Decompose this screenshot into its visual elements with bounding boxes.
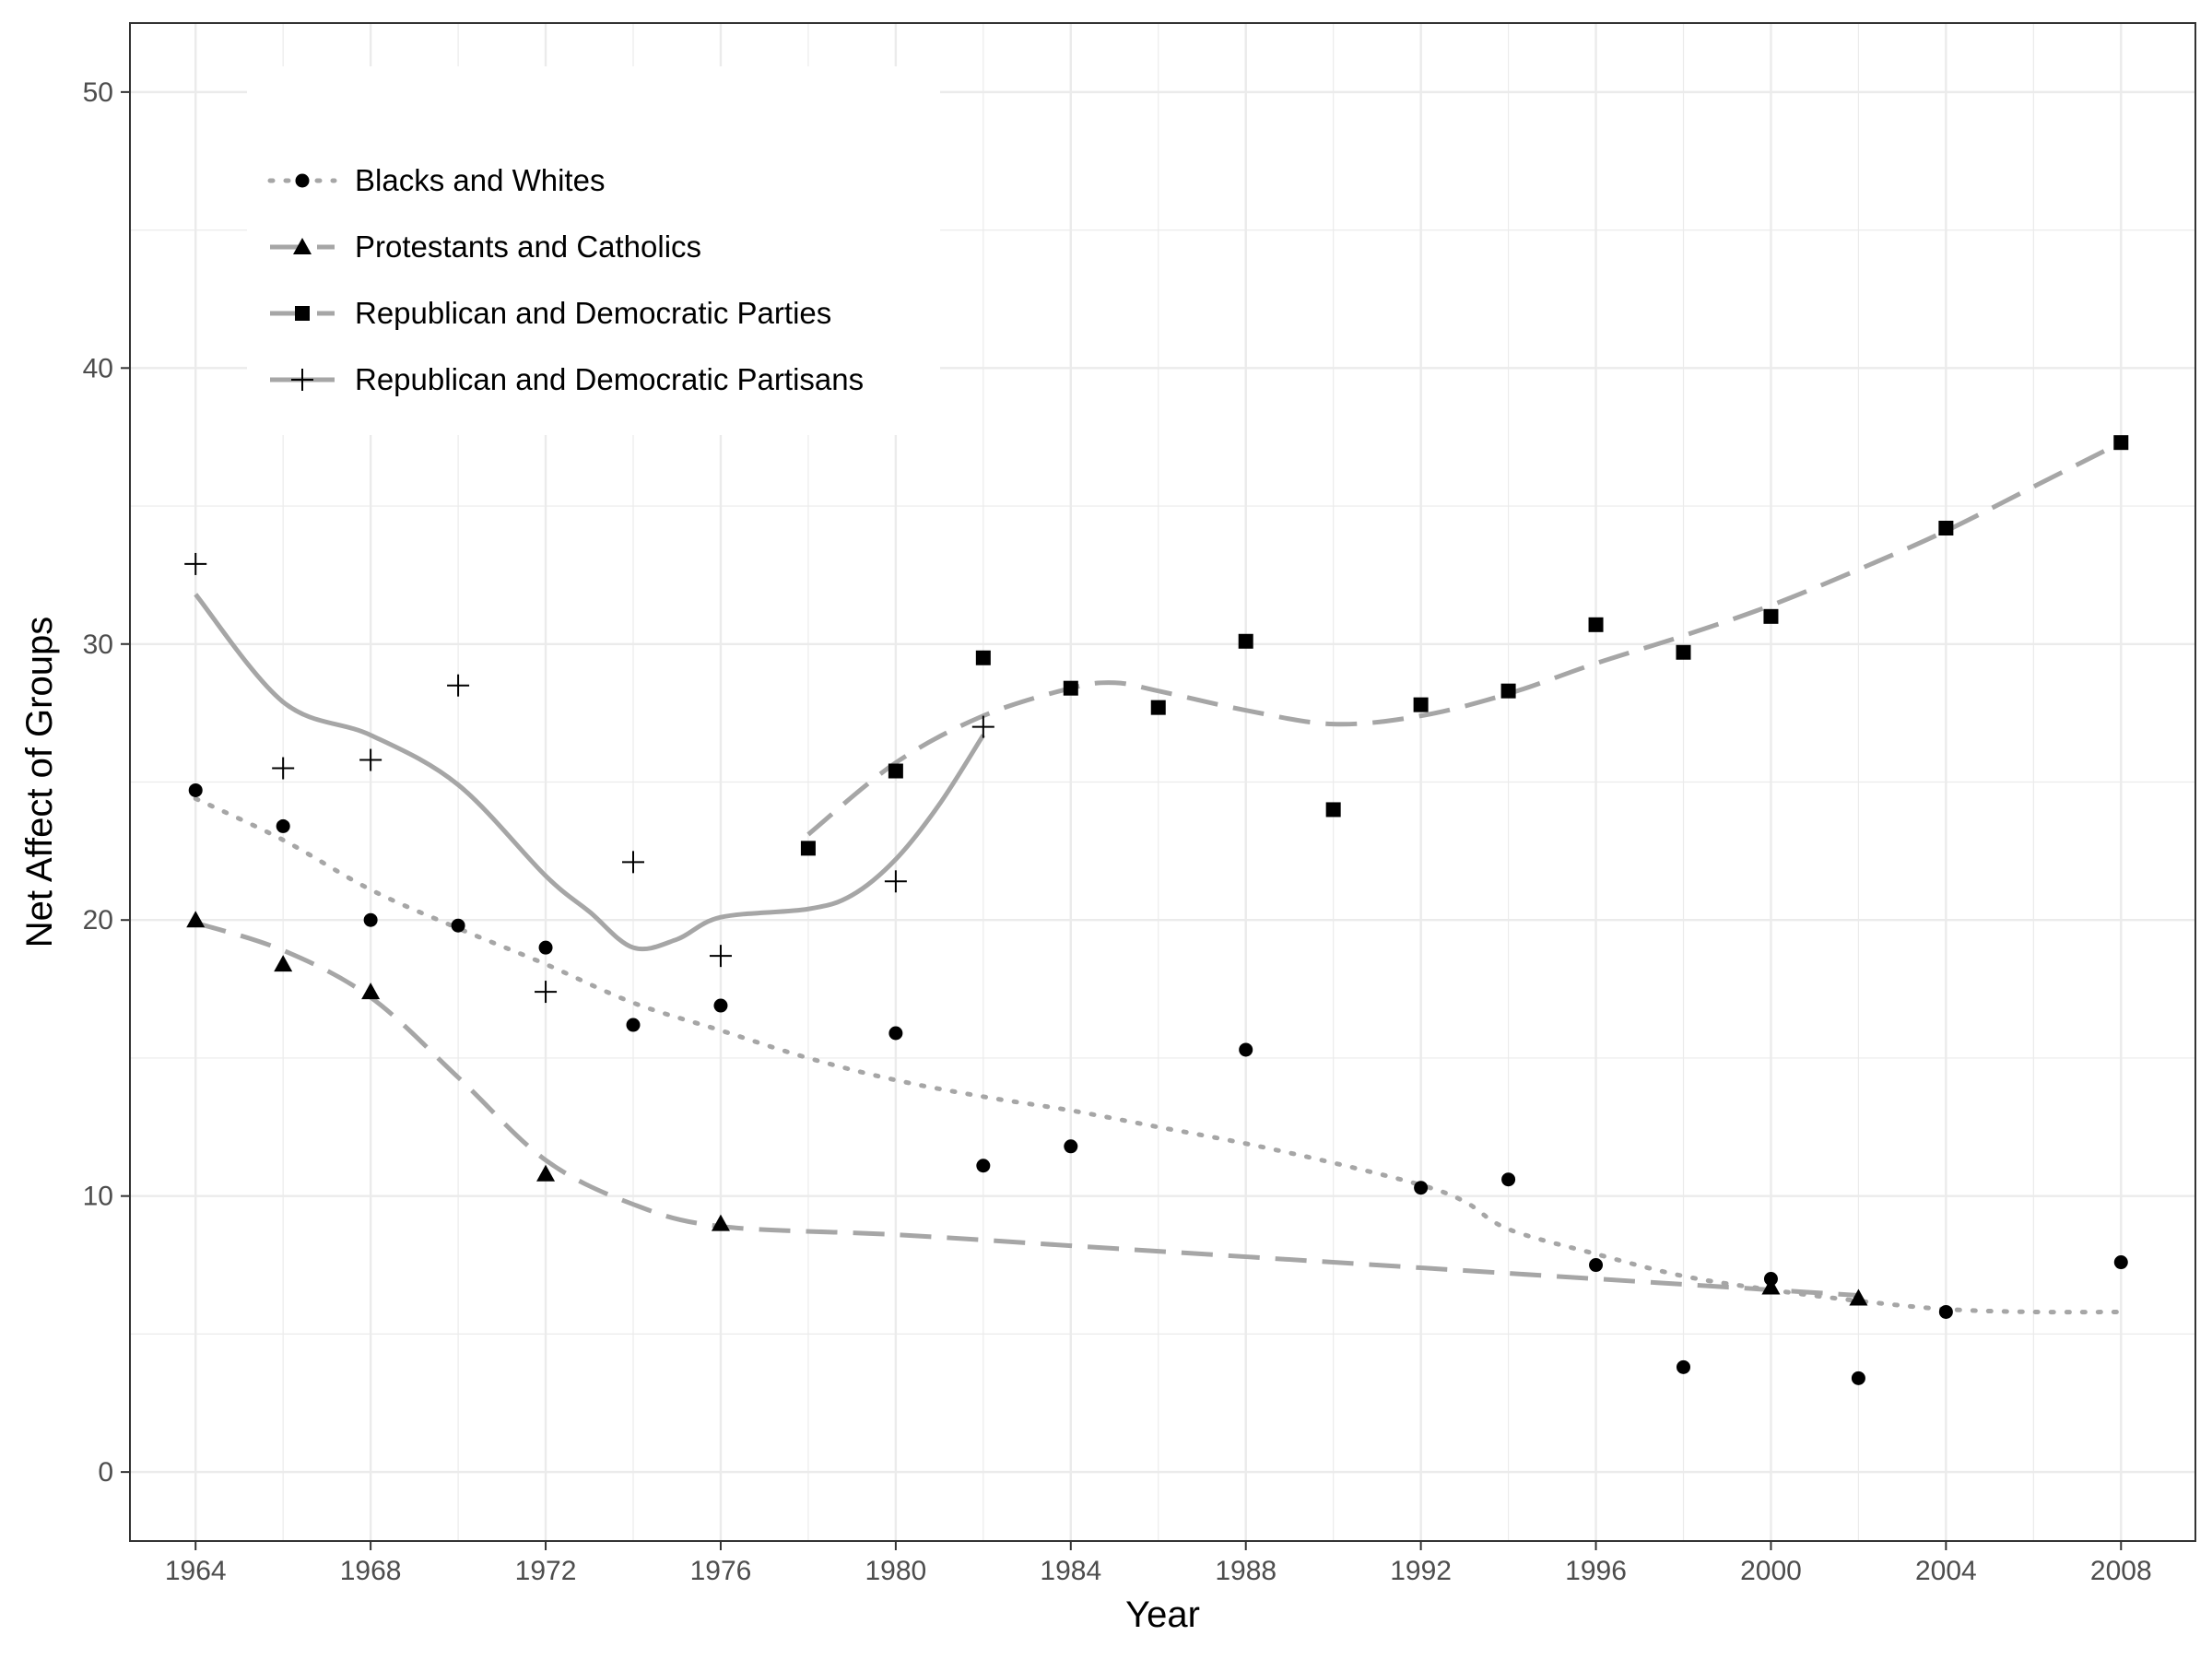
point-protestants-and-catholics	[1761, 1277, 1781, 1295]
x-axis-title: Year	[1125, 1594, 1200, 1635]
legend-key-marker-protestants-and-catholics	[293, 238, 312, 254]
point-blacks-and-whites	[451, 918, 465, 933]
legend-label-republican-and-democratic-partisans: Republican and Democratic Partisans	[355, 362, 864, 396]
point-blacks-and-whites	[188, 782, 203, 797]
point-republican-and-democratic-parties	[1938, 521, 1954, 536]
point-blacks-and-whites	[1938, 1304, 1953, 1319]
legend-key-marker-blacks-and-whites	[295, 173, 310, 188]
x-tick-label: 1972	[515, 1556, 577, 1586]
point-republican-and-democratic-parties	[1150, 700, 1166, 715]
point-republican-and-democratic-parties	[1588, 617, 1604, 632]
y-tick-label: 40	[83, 353, 113, 383]
y-axis-title: Net Affect of Groups	[19, 617, 60, 947]
point-blacks-and-whites	[1851, 1371, 1865, 1385]
point-protestants-and-catholics	[1849, 1288, 1868, 1306]
point-protestants-and-catholics	[711, 1214, 730, 1231]
x-tick-label: 1968	[340, 1556, 402, 1586]
y-tick-label: 0	[98, 1457, 113, 1488]
point-republican-and-democratic-parties	[1238, 633, 1253, 649]
point-republican-and-democratic-parties	[1413, 697, 1429, 712]
point-protestants-and-catholics	[186, 911, 206, 928]
x-tick-label: 1996	[1565, 1556, 1627, 1586]
trend-line-republican-and-democratic-parties	[806, 440, 2123, 837]
point-blacks-and-whites	[888, 1026, 903, 1041]
point-republican-and-democratic-parties	[1500, 683, 1516, 699]
point-blacks-and-whites	[1501, 1172, 1516, 1187]
point-republican-and-democratic-parties	[1763, 608, 1779, 624]
x-axis-tick-labels: 1964 1968 1972 1976 1980 1984 1988 1992 1996 2000…	[165, 1556, 2152, 1586]
x-tick-label: 2008	[2090, 1556, 2152, 1586]
point-republican-and-democratic-partisans	[622, 851, 645, 874]
legend-label-blacks-and-whites: Blacks and Whites	[355, 163, 605, 197]
point-protestants-and-catholics	[274, 955, 293, 972]
data-points	[184, 435, 2129, 1385]
legend-background	[247, 66, 940, 435]
point-republican-and-democratic-partisans	[884, 870, 907, 893]
point-blacks-and-whites	[1064, 1139, 1078, 1154]
point-blacks-and-whites	[1239, 1042, 1253, 1057]
point-republican-and-democratic-parties	[1063, 680, 1078, 696]
trend-line-republican-and-democratic-partisans	[194, 593, 985, 952]
y-axis-tick-labels: 0 10 20 30 40 50	[83, 77, 113, 1488]
x-tick-label: 1980	[865, 1556, 927, 1586]
point-blacks-and-whites	[276, 818, 290, 833]
point-blacks-and-whites	[363, 912, 378, 927]
x-tick-label: 1988	[1215, 1556, 1277, 1586]
point-blacks-and-whites	[1589, 1258, 1604, 1273]
point-blacks-and-whites	[1676, 1359, 1690, 1374]
point-blacks-and-whites	[1414, 1181, 1429, 1195]
point-republican-and-democratic-parties	[1676, 644, 1691, 660]
y-tick-label: 30	[83, 629, 113, 660]
x-tick-label: 1964	[165, 1556, 227, 1586]
point-republican-and-democratic-parties	[2113, 435, 2129, 451]
x-tick-label: 2000	[1740, 1556, 1802, 1586]
legend-key-marker-republican-and-democratic-parties	[295, 306, 310, 321]
point-republican-and-democratic-partisans	[447, 674, 470, 697]
point-republican-and-democratic-partisans	[184, 552, 207, 575]
point-blacks-and-whites	[626, 1018, 641, 1032]
legend: Blacks and Whites Protestants and Catholi…	[247, 66, 940, 435]
legend-key-marker-republican-and-democratic-partisans	[291, 369, 313, 391]
y-tick-label: 20	[83, 905, 113, 935]
plot-border	[129, 22, 2196, 1542]
point-blacks-and-whites	[2113, 1255, 2128, 1270]
point-republican-and-democratic-parties	[888, 763, 903, 779]
y-tick-label: 10	[83, 1182, 113, 1212]
point-republican-and-democratic-partisans	[535, 981, 558, 1004]
point-republican-and-democratic-partisans	[272, 757, 295, 780]
point-republican-and-democratic-partisans	[359, 748, 382, 771]
axis-ticks	[121, 90, 2123, 1550]
x-tick-label: 2004	[1915, 1556, 1977, 1586]
trend-line-protestants-and-catholics	[194, 920, 1859, 1298]
point-blacks-and-whites	[538, 940, 553, 955]
y-tick-label: 50	[83, 77, 113, 108]
point-republican-and-democratic-partisans	[971, 715, 994, 738]
point-protestants-and-catholics	[361, 982, 381, 1000]
point-blacks-and-whites	[976, 1159, 991, 1173]
trend-line-blacks-and-whites	[193, 795, 2124, 1315]
x-tick-label: 1976	[690, 1556, 752, 1586]
point-republican-and-democratic-parties	[800, 841, 816, 856]
legend-label-republican-and-democratic-parties: Republican and Democratic Parties	[355, 296, 831, 330]
x-tick-label: 1992	[1390, 1556, 1452, 1586]
point-protestants-and-catholics	[536, 1164, 556, 1182]
point-blacks-and-whites	[713, 998, 728, 1013]
point-republican-and-democratic-parties	[975, 650, 991, 665]
x-tick-label: 1984	[1040, 1556, 1101, 1586]
minor-gridlines	[130, 23, 2195, 1541]
point-republican-and-democratic-partisans	[709, 945, 732, 968]
point-republican-and-democratic-parties	[1325, 802, 1341, 818]
legend-label-protestants-and-catholics: Protestants and Catholics	[355, 229, 701, 264]
trend-lines	[193, 440, 2124, 1315]
